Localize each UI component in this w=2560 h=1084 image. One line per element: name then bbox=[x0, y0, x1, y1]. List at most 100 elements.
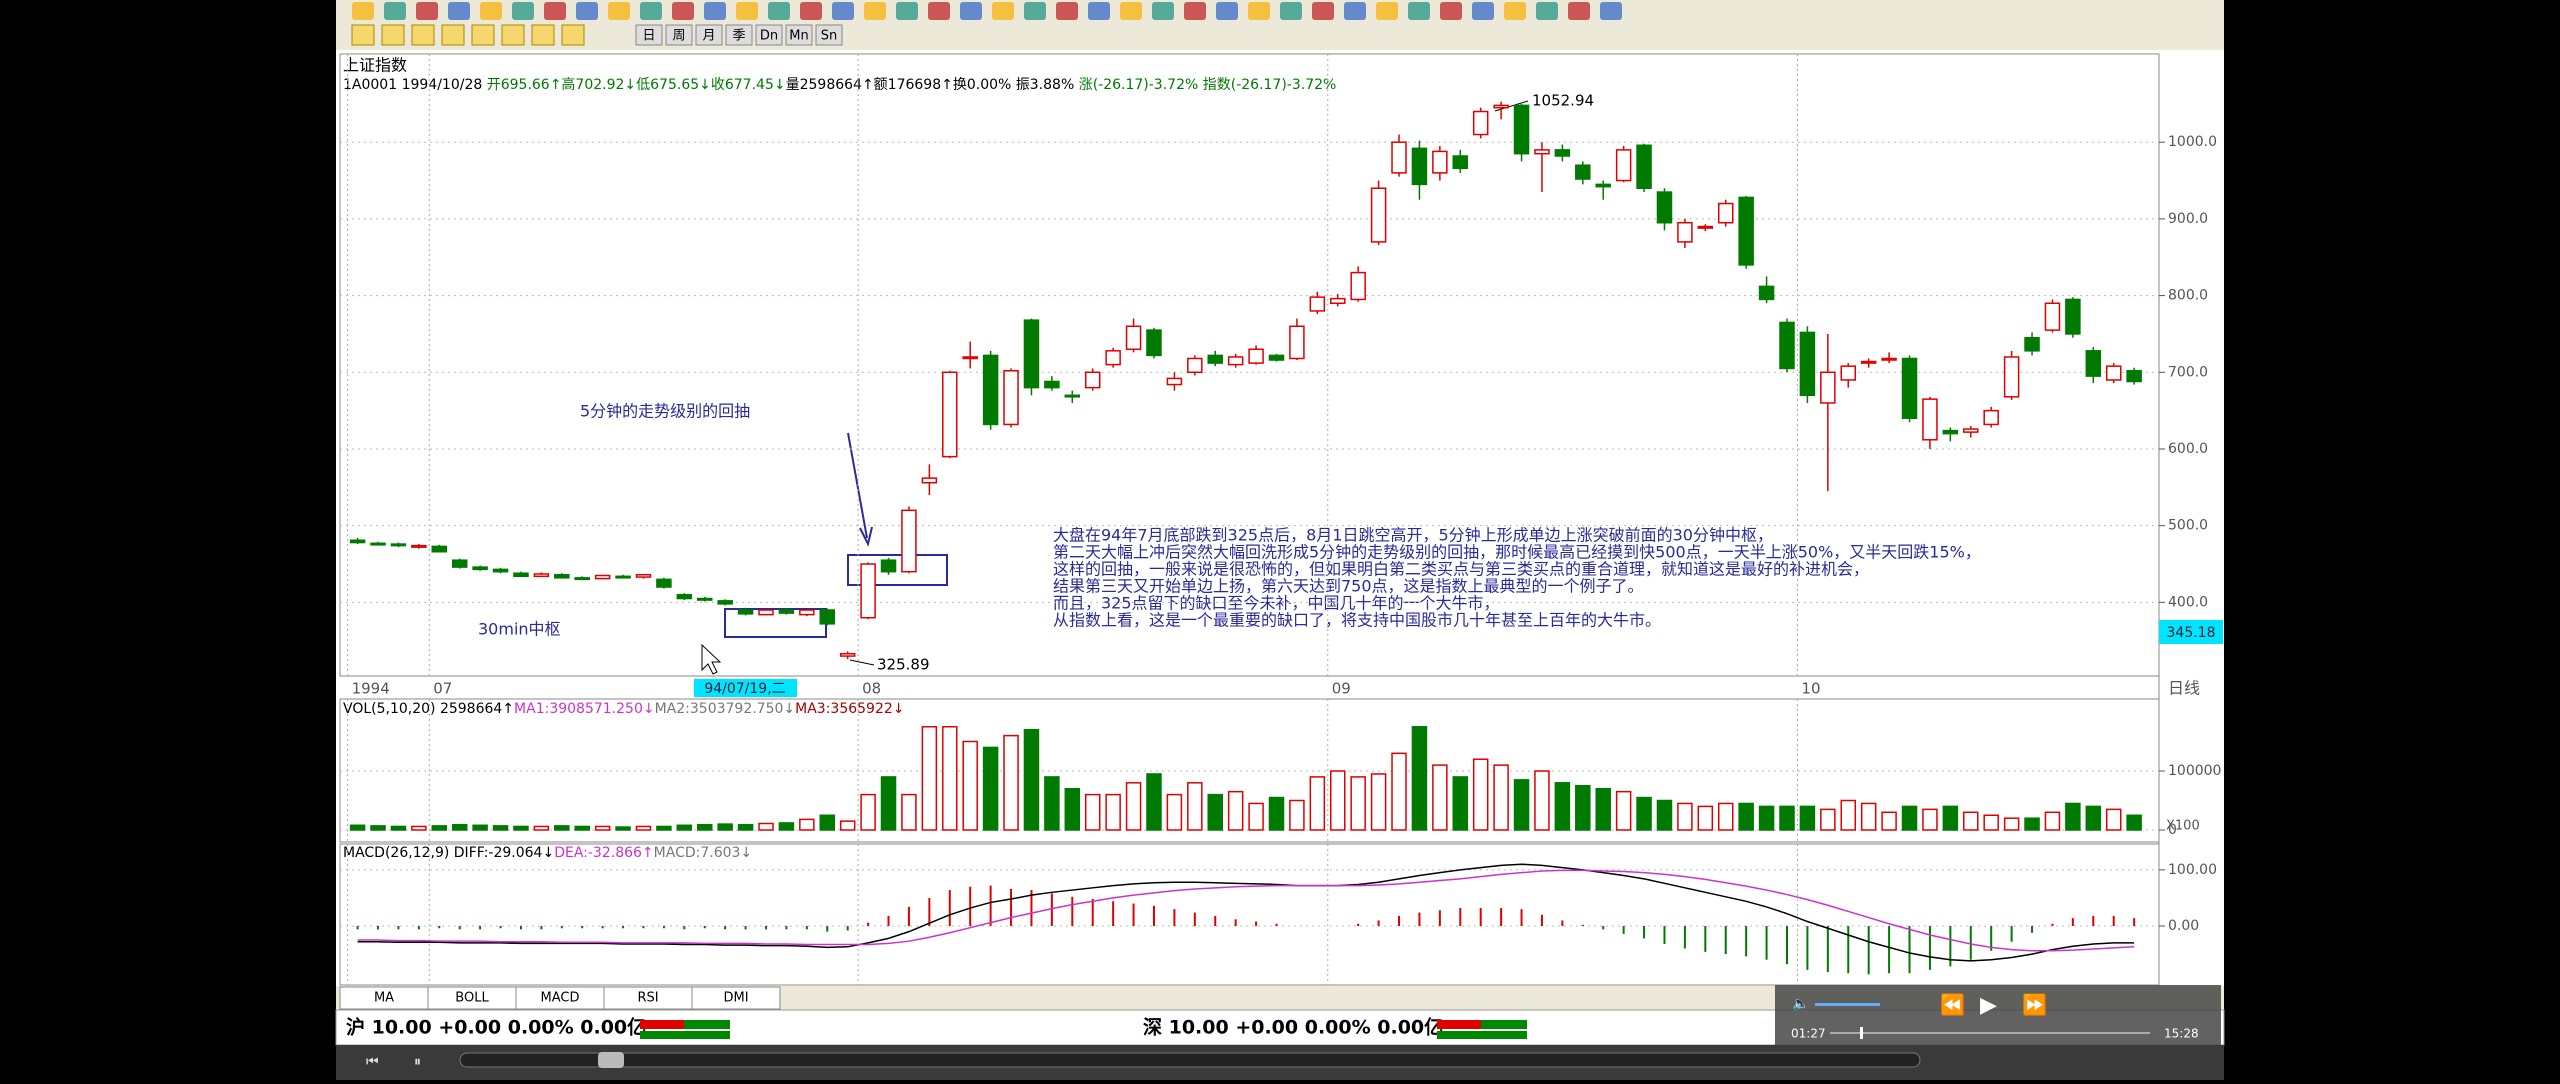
volume-bar bbox=[1758, 805, 1775, 831]
cursor-box bbox=[694, 679, 797, 697]
seek-thumb[interactable] bbox=[598, 1052, 624, 1068]
sh-index: 沪 10.00 +0.00 0.00% 0.00亿 bbox=[346, 1016, 646, 1039]
volume-bar bbox=[533, 825, 550, 831]
volume-bar bbox=[1248, 802, 1264, 831]
candle-body bbox=[1084, 371, 1101, 389]
vol-label: VOL(5,10,20) 2598664↑ bbox=[343, 701, 514, 717]
note-block: 大盘在94年7月底部跌到325点后，8月1日跳空高开，5分钟上形成单边上涨突破前… bbox=[1053, 526, 1981, 630]
tool-button[interactable] bbox=[725, 24, 753, 46]
volume-bar bbox=[1289, 799, 1305, 831]
volume-bar bbox=[860, 793, 876, 831]
volume-bar bbox=[492, 825, 509, 831]
candle-body bbox=[533, 573, 550, 578]
volume-icon[interactable]: 🔈 bbox=[1792, 996, 1809, 1012]
candle-body bbox=[1105, 350, 1121, 366]
cursor-date: 94/07/19,二 bbox=[704, 681, 785, 697]
tool-button[interactable] bbox=[635, 24, 663, 46]
seek-track[interactable] bbox=[459, 1052, 1921, 1068]
breadth-base bbox=[640, 1031, 730, 1039]
candle-body bbox=[819, 609, 836, 625]
candle-body bbox=[1472, 110, 1489, 136]
y-tick-label: 1000.0 bbox=[2168, 134, 2217, 150]
volume-bar bbox=[1881, 811, 1897, 831]
volume-bar bbox=[1942, 805, 1959, 831]
tool-icon bbox=[1536, 2, 1558, 20]
tool-icon bbox=[1024, 2, 1046, 20]
app-window bbox=[336, 0, 2224, 1045]
y-tick-label: 400.0 bbox=[2168, 594, 2208, 610]
candle-body bbox=[737, 609, 754, 615]
volume-bar bbox=[635, 825, 652, 831]
chart-title: 上证指数 bbox=[343, 56, 407, 75]
candle-body bbox=[1697, 225, 1714, 229]
play-button[interactable]: ▶ bbox=[1980, 993, 1997, 1018]
tool-icon bbox=[1568, 2, 1590, 20]
volume-slider[interactable] bbox=[1815, 1003, 1880, 1006]
candle-body bbox=[880, 559, 897, 573]
candle-body bbox=[1166, 377, 1183, 386]
candle-body bbox=[1595, 183, 1611, 188]
volume-bar bbox=[1779, 805, 1795, 831]
rewind-button[interactable]: ⏪ bbox=[1940, 993, 1965, 1017]
tool-icon bbox=[1344, 2, 1366, 20]
volume-bar bbox=[451, 823, 468, 831]
volume-bar bbox=[1636, 796, 1652, 831]
tool-button[interactable] bbox=[755, 24, 783, 46]
candle-body bbox=[451, 559, 468, 568]
volume-bar bbox=[901, 793, 917, 831]
tool-label: Dn bbox=[760, 29, 778, 44]
tool-icon bbox=[416, 2, 438, 20]
candle-body bbox=[1248, 348, 1264, 364]
candle-body bbox=[1983, 409, 1999, 426]
tool-icon bbox=[1312, 2, 1334, 20]
prev-button[interactable]: ⏮ bbox=[366, 1054, 379, 1070]
tool-icon bbox=[1152, 2, 1174, 20]
progress-track[interactable] bbox=[1830, 1032, 2150, 1034]
tool-icon bbox=[384, 2, 406, 20]
tool-icon bbox=[1216, 2, 1238, 20]
volume-bar bbox=[1901, 805, 1918, 831]
tool-icon bbox=[1376, 2, 1398, 20]
volume-bar bbox=[370, 825, 386, 831]
pause-button[interactable]: ⏸ bbox=[414, 1054, 421, 1070]
candle-body bbox=[1963, 428, 1979, 433]
tab[interactable] bbox=[691, 986, 781, 1010]
volume-bar bbox=[2065, 802, 2081, 831]
volume-bar bbox=[1717, 802, 1734, 831]
volume-bar bbox=[1534, 770, 1550, 831]
volume-bar bbox=[554, 825, 570, 831]
volume-bar bbox=[1554, 782, 1571, 831]
tool-icon bbox=[1472, 2, 1494, 20]
tool-label: 周 bbox=[672, 29, 685, 44]
high-label: 1052.94 bbox=[1532, 92, 1594, 110]
low-label: 325.89 bbox=[877, 656, 930, 674]
tool-icon bbox=[704, 2, 726, 20]
volume-bar bbox=[2003, 817, 2020, 831]
volume-bar bbox=[513, 825, 529, 831]
quote-line: 1A0001 1994/10/28 开695.66↑高702.92↓低675.6… bbox=[343, 76, 1336, 93]
candle-body bbox=[1513, 104, 1530, 155]
volume-bar bbox=[1207, 793, 1223, 831]
volume-bar bbox=[982, 746, 999, 831]
annotation: 5分钟的走势级别的回抽 bbox=[580, 402, 750, 421]
progress-thumb[interactable] bbox=[1860, 1027, 1863, 1039]
forward-button[interactable]: ⏩ bbox=[2022, 993, 2047, 1017]
candle-body bbox=[1840, 365, 1857, 381]
candle-body bbox=[1146, 329, 1162, 357]
volume-bar bbox=[1268, 796, 1285, 831]
tool-icon bbox=[351, 24, 375, 46]
tool-icon bbox=[501, 24, 525, 46]
quote-prices: 开695.66↑高702.92↓低675.65↓收677.45↓ bbox=[487, 76, 786, 93]
y-tick-label: 900.0 bbox=[2168, 211, 2208, 227]
volume-bar bbox=[1820, 808, 1836, 831]
tool-button[interactable] bbox=[665, 24, 693, 46]
note-line: 结果第三天又开始单边上扬，第六天达到750点，这是指数上最典型的一个例子了。 bbox=[1053, 577, 1644, 596]
volume-bar bbox=[1023, 728, 1040, 831]
tool-button[interactable] bbox=[785, 24, 813, 46]
breadth-bars bbox=[640, 1020, 1527, 1039]
tool-button[interactable] bbox=[695, 24, 723, 46]
diff-label: DIFF:-29.064↓ bbox=[454, 845, 554, 861]
candle-body bbox=[860, 563, 876, 619]
tool-button[interactable] bbox=[815, 24, 843, 46]
volume-bar bbox=[390, 825, 407, 831]
